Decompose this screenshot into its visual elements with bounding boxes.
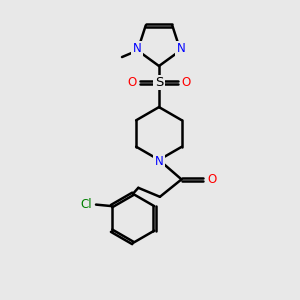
Text: O: O	[128, 76, 136, 89]
Text: N: N	[154, 154, 164, 168]
Text: O: O	[182, 76, 190, 89]
Text: N: N	[177, 42, 185, 55]
Text: S: S	[155, 76, 163, 89]
Text: O: O	[207, 173, 216, 186]
Text: Cl: Cl	[81, 197, 92, 211]
Text: N: N	[133, 42, 141, 55]
